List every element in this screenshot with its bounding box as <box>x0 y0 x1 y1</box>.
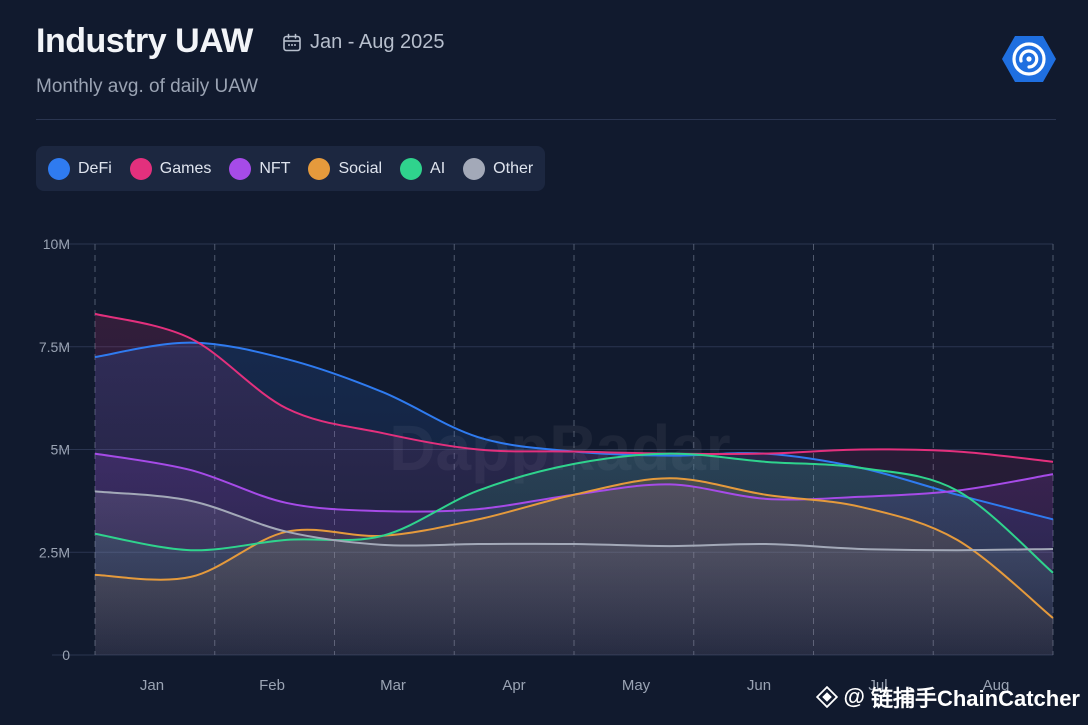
series-line-games <box>94 312 1054 463</box>
dappradar-logo-icon <box>1002 36 1056 82</box>
source-watermark: @ 链捕手ChainCatcher <box>815 681 1080 713</box>
series-area-nft <box>95 453 1053 655</box>
x-tick-label: Jun <box>747 677 771 694</box>
legend-item-social[interactable]: Social <box>308 157 383 180</box>
series-line-social <box>94 477 1054 619</box>
legend-label: Games <box>159 159 212 177</box>
x-tick-label: May <box>622 677 651 694</box>
legend-swatch <box>400 157 423 180</box>
page-title: Industry UAW <box>36 22 253 60</box>
series-line-ai <box>94 452 1054 574</box>
legend-item-other[interactable]: Other <box>463 157 534 180</box>
legend-item-games[interactable]: Games <box>129 157 212 180</box>
brand-watermark: DappRadar <box>389 412 730 484</box>
date-range-label: Jan - Aug 2025 <box>310 31 445 53</box>
legend-swatch <box>48 157 70 180</box>
y-tick-label: 5M <box>51 442 70 458</box>
series-line-deffi <box>94 341 1054 521</box>
chart-subtitle: Monthly avg. of daily UAW <box>36 76 259 97</box>
at-sign: @ <box>843 684 865 709</box>
legend-label: NFT <box>259 159 291 177</box>
header-divider <box>36 119 1056 120</box>
legend-label: DeFi <box>78 159 112 177</box>
legend-label: AI <box>430 159 446 177</box>
series-area-ai <box>95 453 1053 655</box>
source-label: 链捕手ChainCatcher <box>870 686 1080 711</box>
legend-swatch <box>229 157 252 180</box>
date-range[interactable]: Jan - Aug 2025 <box>282 31 445 54</box>
series-line-nft <box>94 452 1054 513</box>
x-tick-label: Mar <box>380 677 406 694</box>
y-tick-label: 0 <box>62 647 70 663</box>
calendar-icon <box>283 33 301 51</box>
legend-item-ai[interactable]: AI <box>400 157 446 180</box>
series-area-other <box>95 491 1053 655</box>
legend-label: Social <box>338 159 383 177</box>
legend-swatch <box>463 157 486 180</box>
series-area-deffi <box>95 342 1053 655</box>
legend-swatch <box>129 157 152 180</box>
legend-swatch <box>308 157 331 180</box>
binance-square-icon <box>815 686 838 708</box>
series-line-other <box>94 490 1054 552</box>
legend-label: Other <box>493 159 534 177</box>
x-tick-label: Apr <box>502 677 525 694</box>
legend-item-nft[interactable]: NFT <box>229 157 291 180</box>
y-tick-label: 2.5M <box>39 544 70 560</box>
x-tick-label: Jan <box>140 677 164 694</box>
y-tick-label: 7.5M <box>39 339 70 355</box>
series-area-social <box>95 478 1053 655</box>
series-area-games <box>95 313 1053 655</box>
chart-legend: DeFi Games NFT Social AI Other <box>36 146 546 191</box>
legend-item-defi[interactable]: DeFi <box>48 157 112 180</box>
x-tick-label: Feb <box>259 677 285 694</box>
y-tick-label: 10M <box>43 236 70 252</box>
